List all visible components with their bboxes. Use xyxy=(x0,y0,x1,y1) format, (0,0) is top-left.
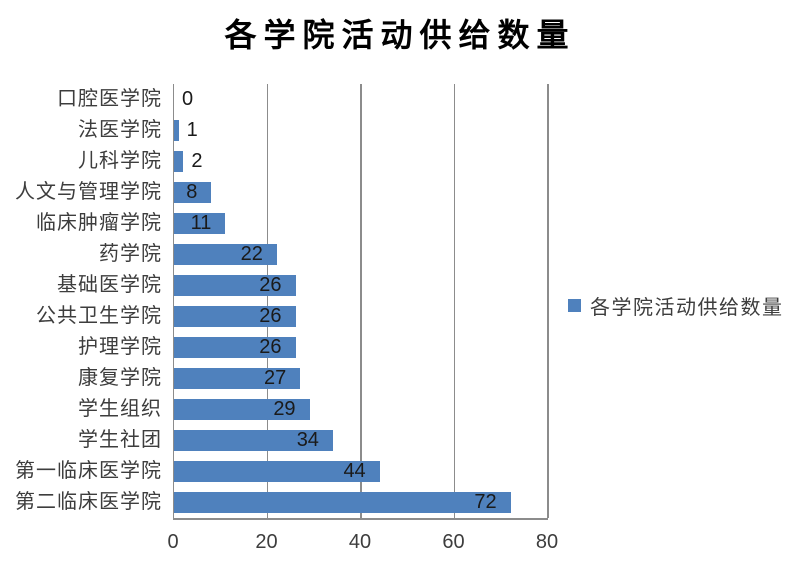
gridline-x-20 xyxy=(266,84,269,518)
bar xyxy=(174,492,511,513)
bar-row: 法医学院 1 xyxy=(78,115,548,146)
value-label: 26 xyxy=(259,305,282,327)
gridline-x-40 xyxy=(360,84,362,518)
bar xyxy=(174,306,296,327)
category-label: 口腔医学院 xyxy=(57,88,162,110)
plot-area: 口腔医学院 0 法医学院 1 儿科学院 2 人文与管理学院 8 临床肿瘤学院 11 药学院 22 基础医… xyxy=(15,84,549,520)
value-label: 27 xyxy=(263,367,287,389)
value-label: 34 xyxy=(296,429,319,451)
bar-row: 人文与管理学院 8 xyxy=(15,177,548,208)
bar-row: 药学院 22 xyxy=(99,239,548,270)
value-label: 0 xyxy=(182,88,194,110)
bar-row: 第一临床医学院 44 xyxy=(15,456,548,487)
value-label: 26 xyxy=(259,336,282,358)
gridline-x-80 xyxy=(547,84,549,518)
value-label: 26 xyxy=(259,274,282,296)
value-label: 29 xyxy=(273,398,296,420)
category-label: 公共卫生学院 xyxy=(36,305,162,327)
x-tick-label: 60 xyxy=(442,531,465,553)
bar-row: 护理学院 26 xyxy=(78,332,548,363)
bar-row: 学生组织 29 xyxy=(78,394,548,425)
bar xyxy=(174,430,333,451)
legend: 各学院活动供给数量 xyxy=(568,292,784,319)
category-label: 药学院 xyxy=(99,243,162,265)
bar-row: 临床肿瘤学院 11 xyxy=(36,208,548,239)
bar xyxy=(174,244,277,265)
category-label: 护理学院 xyxy=(78,336,162,358)
bar-row: 儿科学院 2 xyxy=(78,146,548,177)
category-label: 临床肿瘤学院 xyxy=(36,212,162,234)
legend-label: 各学院活动供给数量 xyxy=(590,296,784,319)
category-label: 学生社团 xyxy=(78,429,162,451)
bar xyxy=(174,275,296,296)
bar-row: 口腔医学院 0 xyxy=(57,84,548,115)
value-label: 72 xyxy=(474,491,497,513)
chart-title: 各学院活动供给数量 xyxy=(224,17,576,53)
category-label: 学生组织 xyxy=(78,398,162,420)
value-label: 2 xyxy=(191,150,203,172)
value-label: 22 xyxy=(240,243,263,265)
bar-row: 基础医学院 26 xyxy=(57,270,548,301)
bar-row: 公共卫生学院 26 xyxy=(36,301,548,332)
legend-swatch-icon xyxy=(568,298,581,312)
x-tick-label: 20 xyxy=(255,531,278,553)
bar-row: 康复学院 27 xyxy=(78,363,548,394)
bar xyxy=(174,182,212,203)
x-tick-label: 0 xyxy=(167,531,179,553)
value-label: 8 xyxy=(186,181,198,203)
category-label: 第一临床医学院 xyxy=(15,460,162,482)
x-tick-label: 40 xyxy=(348,531,372,553)
bar-row: 学生社团 34 xyxy=(78,425,548,456)
category-label: 第二临床医学院 xyxy=(15,491,162,513)
category-label: 康复学院 xyxy=(78,367,162,389)
category-label: 基础医学院 xyxy=(57,274,162,296)
bar xyxy=(174,368,301,389)
bar-row: 第二临床医学院 72 xyxy=(15,487,548,518)
value-label: 11 xyxy=(190,212,212,234)
bar xyxy=(174,151,184,172)
bar xyxy=(174,399,310,420)
bar xyxy=(174,120,179,141)
value-label: 1 xyxy=(186,119,198,141)
category-label: 人文与管理学院 xyxy=(15,181,162,203)
bar xyxy=(174,461,380,482)
category-label: 儿科学院 xyxy=(78,150,162,172)
value-label: 44 xyxy=(343,460,366,482)
bar xyxy=(174,213,226,234)
x-tick-label: 80 xyxy=(535,531,559,553)
category-label: 法医学院 xyxy=(78,119,162,141)
gridline-x-60 xyxy=(453,84,456,518)
bar xyxy=(174,337,296,358)
